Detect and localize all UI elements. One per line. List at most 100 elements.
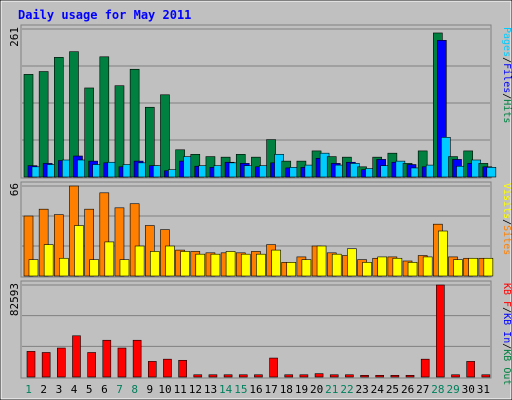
kbytes-bar-kb-f-day-21 xyxy=(329,374,339,378)
kbytes-max-label: 82593 xyxy=(8,283,21,316)
visits-bar-sites-day-8 xyxy=(129,203,140,277)
x-tick-label-day-10: 10 xyxy=(158,383,171,396)
kbytes-bar-kb-f-day-10 xyxy=(163,358,172,378)
x-tick-label-day-5: 5 xyxy=(86,383,93,396)
hits-legend-item: / xyxy=(501,57,512,63)
visits-legend-item: / xyxy=(501,219,512,225)
kbytes-bar-kb-f-day-26 xyxy=(405,375,415,378)
kbytes-legend: KB F/KB In/KB Out xyxy=(501,283,512,385)
kbytes-bar-kb-f-day-31 xyxy=(481,374,491,378)
kbytes-panel: 82593 KB F/KB In/KB Out xyxy=(8,280,512,385)
visits-bar-visits-day-27 xyxy=(422,256,433,277)
visits-bar-visits-day-21 xyxy=(331,253,342,277)
visits-bar-visits-day-10 xyxy=(165,245,175,277)
kbytes-bar-kb-f-day-25 xyxy=(390,375,400,378)
kbytes-bar-kb-f-day-29 xyxy=(451,374,460,378)
kbytes-legend-item: KB Out xyxy=(501,349,512,385)
x-tick-label-day-27: 27 xyxy=(416,383,429,396)
kbytes-bar-kb-f-day-22 xyxy=(345,374,354,378)
visits-bar-visits-day-9 xyxy=(149,251,160,277)
visits-bar-visits-day-30 xyxy=(468,257,478,277)
kbytes-bar-kb-f-day-28 xyxy=(436,284,445,378)
chart-title: Daily usage for May 2011 xyxy=(18,8,191,22)
visits-panel: 66 Visits/Sites xyxy=(8,181,512,278)
kbytes-bars xyxy=(26,284,491,378)
kbytes-panel-background xyxy=(20,280,492,379)
visits-bar-sites-day-5 xyxy=(84,208,94,277)
x-tick-label-day-7: 7 xyxy=(116,383,123,396)
x-tick-label-day-13: 13 xyxy=(204,383,217,396)
x-tick-label-day-24: 24 xyxy=(371,383,385,396)
x-tick-label-day-28: 28 xyxy=(431,383,444,396)
visits-bar-sites-day-9 xyxy=(144,225,155,277)
x-tick-label-day-1: 1 xyxy=(25,383,32,396)
kbytes-bar-kb-f-day-27 xyxy=(420,358,430,378)
hits-panel: 261 Pages/Files/Hits xyxy=(8,24,512,179)
visits-bar-sites-day-6 xyxy=(99,192,110,277)
visits-legend-item: Visits xyxy=(501,183,512,219)
x-tick-label-day-8: 8 xyxy=(131,383,138,396)
visits-bar-visits-day-2 xyxy=(43,244,54,277)
x-tick-label-day-20: 20 xyxy=(310,383,323,396)
visits-bar-visits-day-18 xyxy=(286,262,297,277)
x-tick-label-day-12: 12 xyxy=(189,383,202,396)
visits-bar-visits-day-8 xyxy=(134,245,145,277)
hits-bar-hits-day-7 xyxy=(114,85,125,178)
x-tick-label-day-14: 14 xyxy=(219,383,233,396)
visits-bar-visits-day-25 xyxy=(392,257,403,277)
visits-bar-visits-day-15 xyxy=(240,253,251,277)
kbytes-bar-kb-f-day-4 xyxy=(72,335,81,378)
x-tick-label-day-30: 30 xyxy=(462,383,475,396)
hits-legend-item: Hits xyxy=(501,99,512,123)
visits-bar-visits-day-11 xyxy=(180,251,190,277)
kbytes-legend-item: / xyxy=(501,307,512,313)
kbytes-bar-kb-f-day-23 xyxy=(360,375,369,378)
visits-bar-visits-day-16 xyxy=(256,253,266,277)
visits-bar-visits-day-22 xyxy=(347,248,357,277)
hits-panel-background xyxy=(20,24,492,179)
kbytes-gridlines xyxy=(22,284,490,347)
visits-bars xyxy=(23,185,494,277)
kbytes-bar-kb-f-day-15 xyxy=(238,374,248,378)
x-tick-label-day-4: 4 xyxy=(71,383,78,396)
visits-bar-visits-day-17 xyxy=(271,249,281,277)
visits-bar-visits-day-4 xyxy=(74,225,84,277)
kbytes-bar-kb-f-day-13 xyxy=(208,374,218,378)
hits-bar-pages-day-31 xyxy=(486,167,497,178)
kbytes-bar-kb-f-day-14 xyxy=(223,374,233,378)
kbytes-bar-kb-f-day-7 xyxy=(117,347,127,378)
kbytes-bar-kb-f-day-18 xyxy=(284,374,294,378)
visits-bar-visits-day-20 xyxy=(316,245,327,277)
visits-bar-visits-day-31 xyxy=(483,257,494,277)
kbytes-bar-kb-f-day-6 xyxy=(102,339,112,378)
visits-bar-sites-day-3 xyxy=(54,214,64,277)
visits-bar-visits-day-24 xyxy=(377,256,388,277)
kbytes-bar-kb-f-day-19 xyxy=(299,374,309,378)
kbytes-bar-kb-f-day-11 xyxy=(178,359,187,378)
x-tick-label-day-19: 19 xyxy=(295,383,308,396)
hits-bars xyxy=(23,32,497,178)
visits-bar-visits-day-3 xyxy=(59,257,69,277)
kbytes-legend-item: / xyxy=(501,343,512,349)
visits-bar-visits-day-6 xyxy=(104,241,115,277)
visits-bar-visits-day-13 xyxy=(210,253,221,277)
visits-bar-visits-day-12 xyxy=(195,253,206,277)
kbytes-bar-kb-f-day-3 xyxy=(57,347,66,378)
visits-max-label: 66 xyxy=(8,183,21,196)
visits-bar-visits-day-5 xyxy=(89,259,99,277)
x-tick-label-day-31: 31 xyxy=(477,383,490,396)
hits-bar-hits-day-2 xyxy=(38,71,49,178)
x-tick-label-day-17: 17 xyxy=(265,383,278,396)
visits-legend: Visits/Sites xyxy=(501,183,512,255)
x-axis-labels: 1 2 3 4 5 6 7 8 9 10 11 12 13 14 15 16 17 18 19 20 21 22 23 24 2… xyxy=(25,383,490,396)
kbytes-bar-kb-f-day-16 xyxy=(254,374,263,378)
hits-bar-hits-day-1 xyxy=(23,74,34,178)
kbytes-bar-kb-f-day-24 xyxy=(375,375,385,378)
x-tick-label-day-16: 16 xyxy=(249,383,262,396)
kbytes-legend-item: KB In xyxy=(501,313,512,343)
hits-bar-hits-day-6 xyxy=(99,56,110,178)
kbytes-bar-kb-f-day-8 xyxy=(132,339,142,378)
visits-bar-visits-day-26 xyxy=(407,262,418,277)
